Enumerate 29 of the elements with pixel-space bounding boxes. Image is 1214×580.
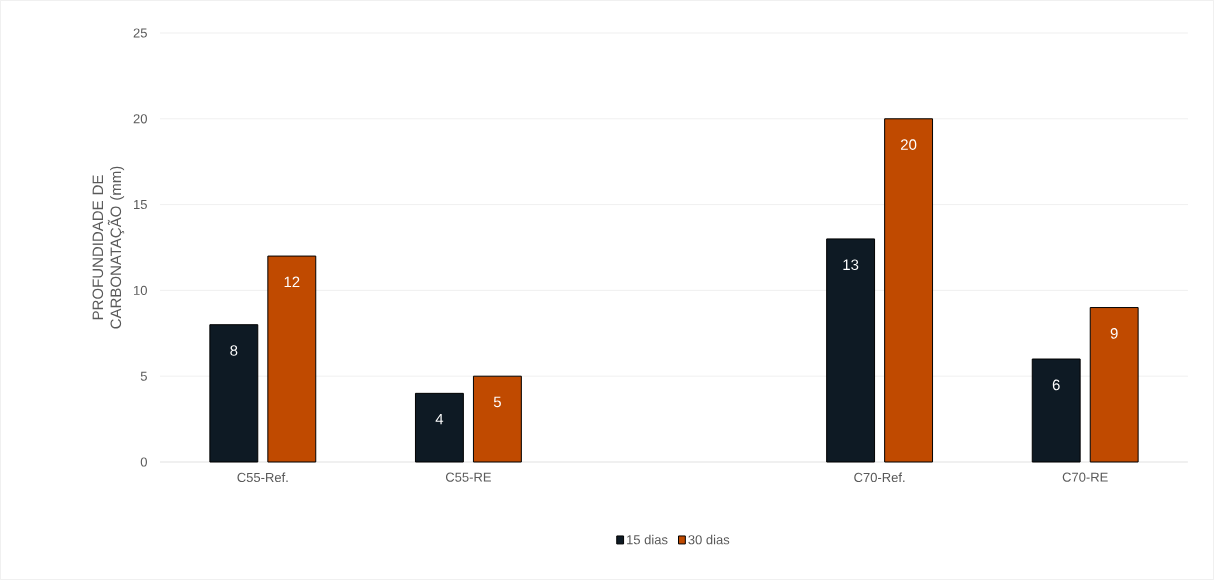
- bar: [414, 392, 464, 463]
- data-label: 8: [230, 345, 238, 356]
- legend-label: 30 dias: [688, 534, 730, 545]
- bar: [267, 255, 317, 463]
- legend-label: 15 dias: [627, 534, 668, 545]
- y-tick-label: 20: [133, 114, 147, 124]
- bar: [1031, 358, 1081, 463]
- x-tick-label: C70-RE: [1062, 472, 1108, 482]
- x-tick-label: C70-Ref.: [854, 472, 905, 483]
- y-tick-label: 15: [134, 200, 147, 210]
- bar: [826, 238, 876, 463]
- x-tick-label: C55-Ref.: [237, 472, 288, 483]
- bar: [472, 375, 522, 463]
- bar: [884, 118, 934, 463]
- bar: [209, 324, 259, 463]
- data-label: 6: [1052, 379, 1060, 391]
- y-axis-title: PROFUNDIDADE DE CARBONATAÇÃO (mm): [92, 166, 125, 329]
- data-label: 12: [284, 276, 300, 288]
- data-label: 4: [435, 413, 444, 425]
- y-tick-label: 25: [133, 28, 147, 38]
- y-tick-label: 10: [134, 285, 147, 295]
- data-label: 5: [493, 396, 501, 408]
- x-tick-label: C55-RE: [445, 472, 491, 482]
- y-tick-label: 0: [140, 457, 147, 467]
- data-label: 13: [843, 259, 859, 271]
- y-tick-label: 5: [140, 371, 147, 381]
- bar: [1089, 307, 1139, 463]
- data-label: 20: [901, 139, 917, 150]
- data-label: 9: [1110, 328, 1118, 339]
